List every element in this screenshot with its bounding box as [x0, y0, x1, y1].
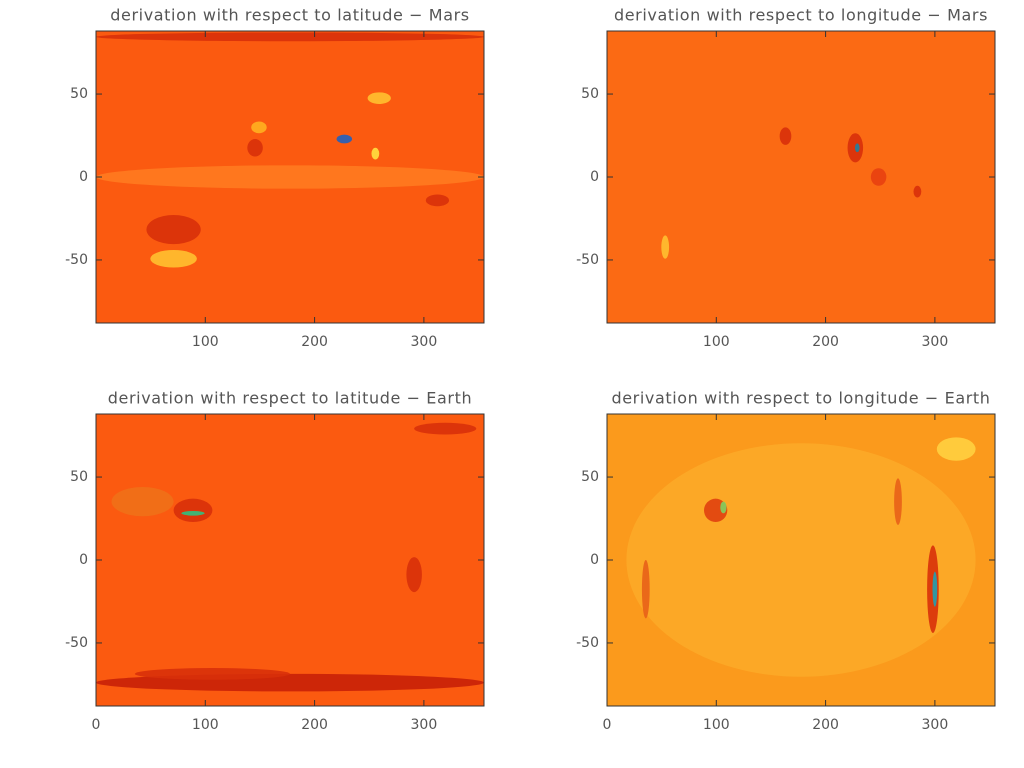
contour-feature — [371, 147, 380, 160]
contour-feature — [173, 498, 213, 523]
y-tick-label: 50 — [581, 469, 599, 485]
x-tick-label: 300 — [411, 334, 438, 350]
contour-feature — [870, 168, 887, 186]
contour-field — [96, 414, 484, 706]
contour-feature — [779, 127, 792, 145]
y-tick-label: -50 — [65, 635, 88, 651]
contour-feature — [854, 143, 860, 153]
contour-feature — [96, 165, 484, 189]
contour-features — [96, 32, 484, 268]
y-tick-label: 0 — [590, 169, 599, 185]
contour-feature — [626, 443, 976, 677]
y-tick-label: 0 — [79, 169, 88, 185]
contour-feature — [414, 422, 477, 435]
x-tick-label: 0 — [603, 717, 612, 733]
chart-title: derivation with respect to latitude − Ma… — [110, 6, 469, 25]
contour-feature — [251, 121, 267, 134]
contour-feature — [134, 668, 290, 680]
contour-feature — [336, 134, 353, 144]
contour-field — [607, 31, 995, 323]
chart-title: derivation with respect to latitude − Ea… — [108, 389, 472, 408]
panel: derivation with respect to latitude − Ma… — [65, 6, 485, 350]
x-tick-label: 200 — [301, 717, 328, 733]
chart-title: derivation with respect to longitude − E… — [611, 389, 990, 408]
x-tick-label: 200 — [301, 334, 328, 350]
contour-feature — [96, 32, 484, 42]
contour-feature — [720, 501, 727, 514]
x-tick-label: 100 — [192, 717, 219, 733]
contour-feature — [425, 194, 450, 207]
x-tick-label: 100 — [192, 334, 219, 350]
x-tick-label: 300 — [922, 717, 949, 733]
y-tick-label: -50 — [576, 252, 599, 268]
contour-feature — [894, 478, 902, 525]
y-tick-label: 0 — [79, 552, 88, 568]
x-tick-label: 200 — [812, 334, 839, 350]
y-tick-label: 50 — [581, 86, 599, 102]
x-tick-label: 100 — [703, 717, 730, 733]
x-tick-label: 0 — [92, 717, 101, 733]
contour-feature — [641, 560, 650, 619]
x-tick-label: 300 — [411, 717, 438, 733]
x-tick-label: 100 — [703, 334, 730, 350]
contour-feature — [146, 214, 201, 245]
contour-feature — [367, 92, 391, 105]
contour-feature — [111, 487, 174, 517]
x-tick-label: 300 — [922, 334, 949, 350]
contour-feature — [181, 510, 205, 516]
contour-feature — [932, 571, 938, 607]
y-tick-label: 0 — [590, 552, 599, 568]
contour-feature — [936, 437, 976, 461]
contour-features — [661, 127, 922, 259]
panel: derivation with respect to latitude − Ea… — [65, 389, 485, 733]
contour-feature — [661, 235, 670, 259]
contour-feature — [247, 139, 263, 157]
contour-features — [96, 422, 484, 692]
contour-feature — [150, 250, 197, 268]
y-tick-label: -50 — [576, 635, 599, 651]
y-tick-label: 50 — [70, 86, 88, 102]
panel: derivation with respect to longitude − E… — [576, 389, 996, 733]
contour-feature — [406, 557, 422, 593]
x-tick-label: 200 — [812, 717, 839, 733]
contour-feature — [913, 185, 922, 198]
y-tick-label: -50 — [65, 252, 88, 268]
panel: derivation with respect to longitude − M… — [576, 6, 996, 350]
y-tick-label: 50 — [70, 469, 88, 485]
chart-title: derivation with respect to longitude − M… — [614, 6, 988, 25]
contour-features — [626, 437, 976, 677]
